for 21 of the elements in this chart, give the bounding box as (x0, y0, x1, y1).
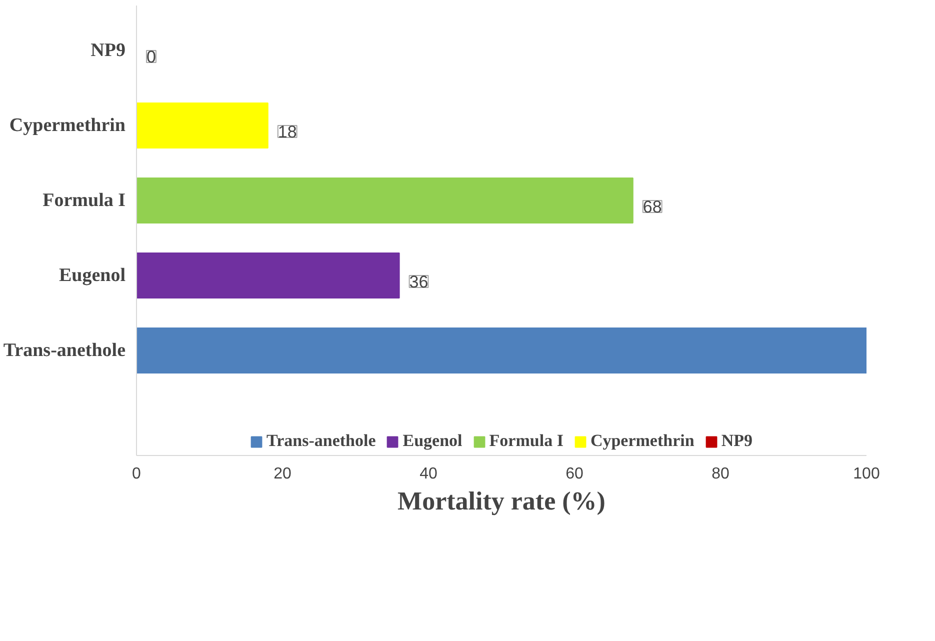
x-tick-label: 80 (712, 466, 730, 482)
legend-label: Cypermethrin (590, 431, 694, 451)
y-tick-label: Cypermethrin (9, 115, 126, 136)
x-tick-label: 40 (420, 466, 438, 482)
legend-label: Trans-anethole (266, 431, 376, 451)
y-tick-label: Eugenol (58, 265, 126, 286)
legend-label: NP9 (721, 431, 752, 451)
y-tick-label: Trans-anethole (3, 340, 126, 361)
x-tick-label: 20 (274, 466, 292, 482)
x-axis-title: Mortality rate (%) (398, 486, 606, 516)
data-label: 0 (146, 48, 156, 66)
legend-label: Eugenol (402, 431, 462, 451)
y-tick-label: Formula I (42, 190, 126, 211)
data-label: 18 (278, 122, 297, 142)
data-label: 68 (642, 198, 662, 216)
data-label: 36 (409, 272, 428, 292)
x-tick-label: 60 (566, 466, 584, 482)
x-tick-label: 100 (853, 466, 880, 482)
legend-label: Formula I (489, 431, 564, 451)
y-tick-label: NP9 (90, 40, 126, 61)
x-tick-label: 0 (132, 466, 142, 482)
